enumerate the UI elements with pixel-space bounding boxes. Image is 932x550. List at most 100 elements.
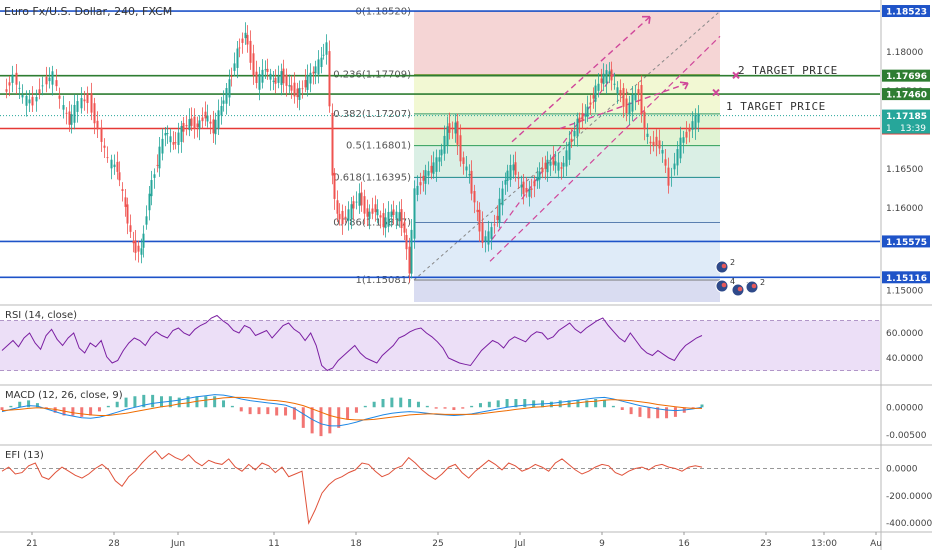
macd-histogram-bar xyxy=(284,407,288,416)
macd-histogram-bar xyxy=(629,407,633,415)
candle-body xyxy=(478,209,481,232)
candle-body xyxy=(400,209,403,229)
price-axis[interactable]: 1.180001.175001.165001.160001.155001.150… xyxy=(882,5,930,296)
candle-body xyxy=(560,167,563,169)
candle-body xyxy=(116,161,119,172)
candle-body xyxy=(600,78,603,83)
price-level-tag xyxy=(882,5,930,18)
candle-body xyxy=(514,162,517,175)
candle-body xyxy=(379,215,382,218)
current-price-tag xyxy=(882,109,930,134)
candle-body xyxy=(652,141,655,147)
candle-body xyxy=(68,111,71,125)
macd-histogram-bar xyxy=(558,400,562,408)
macd-histogram-bar xyxy=(71,407,75,416)
candle-body xyxy=(506,170,509,181)
candle-body xyxy=(341,210,344,225)
candle-body xyxy=(156,164,159,166)
arrowhead-icon xyxy=(679,81,689,90)
candle-body xyxy=(398,212,401,222)
macd-histogram-bar xyxy=(363,405,367,408)
candle-body xyxy=(525,187,528,193)
macd-histogram-bar xyxy=(97,407,101,412)
macd-histogram-bar xyxy=(195,396,199,408)
candle-body xyxy=(694,114,697,130)
macd-histogram-bar xyxy=(257,407,261,415)
fib-level-label: 0.786(1.15817) xyxy=(333,218,411,229)
macd-histogram-bar xyxy=(399,397,403,408)
candle-body xyxy=(384,217,387,229)
candle-body xyxy=(174,142,177,144)
macd-histogram-bar xyxy=(310,407,314,434)
candle-body xyxy=(317,59,320,75)
fib-zone xyxy=(414,280,720,302)
candle-body xyxy=(465,166,468,171)
candle-body xyxy=(427,170,430,176)
candle-body xyxy=(21,94,24,98)
candle-body xyxy=(177,132,180,145)
candle-body xyxy=(140,248,143,255)
event-badge-icon-dot xyxy=(751,283,757,289)
candle-body xyxy=(664,159,667,166)
candles xyxy=(5,22,700,283)
candle-body xyxy=(605,70,608,84)
indicator-tick-label: 0.0000 xyxy=(886,465,918,475)
fibonacci-retracement[interactable]: 0(1.18520)0.236(1.17709)0.382(1.17207)0.… xyxy=(333,6,721,302)
macd-histogram-bar xyxy=(213,396,217,408)
candle-body xyxy=(269,73,272,80)
candle-body xyxy=(676,149,679,166)
candle-body xyxy=(552,156,555,165)
candle-body xyxy=(493,224,496,226)
macd-histogram-bar xyxy=(27,400,31,408)
indicator-tick-label: -200.0000 xyxy=(886,492,932,502)
macd-histogram-bar xyxy=(151,394,155,408)
candle-body xyxy=(277,76,280,83)
candle-body xyxy=(244,32,247,39)
candle-body xyxy=(610,69,613,81)
price-level-tag xyxy=(882,271,930,284)
candle-body xyxy=(206,115,209,122)
macd-histogram-bar xyxy=(266,407,270,415)
candle-body xyxy=(150,180,153,197)
candle-body xyxy=(376,209,379,216)
macd-histogram-bar xyxy=(576,400,580,408)
candle-body xyxy=(233,63,236,71)
candle-body xyxy=(646,133,649,137)
candle-body xyxy=(557,162,560,171)
macd-histogram-bar xyxy=(124,397,128,408)
candle-body xyxy=(363,196,366,214)
candle-body xyxy=(169,136,172,143)
time-tick-label: Au xyxy=(870,539,882,549)
candle-body xyxy=(11,74,14,83)
candle-body xyxy=(613,83,616,85)
price-level-tag-text: 1.15575 xyxy=(886,238,927,248)
macd-histogram-bar xyxy=(9,405,13,408)
macd-histogram-bar xyxy=(408,399,412,408)
candle-body xyxy=(643,111,646,130)
candle-body xyxy=(528,189,531,197)
candle-body xyxy=(673,163,676,170)
candle-body xyxy=(264,69,267,71)
price-level-tag xyxy=(882,88,930,101)
candle-body xyxy=(73,104,76,123)
candle-body xyxy=(336,200,339,214)
fib-zone xyxy=(414,113,720,146)
time-axis[interactable]: 21 28 Jun 11 18 25 Jul 9 16 23 13:00 Au xyxy=(26,532,882,549)
candle-body xyxy=(76,101,79,112)
candle-body xyxy=(504,180,507,185)
macd-histogram-bar xyxy=(390,397,394,408)
candle-body xyxy=(430,165,433,173)
candle-body xyxy=(62,105,65,110)
macd-histogram-bar xyxy=(505,399,509,408)
horizontal-levels[interactable] xyxy=(0,10,880,279)
macd-histogram-bar xyxy=(177,397,181,408)
macd-histogram-bar xyxy=(275,407,279,416)
candle-body xyxy=(312,71,315,74)
candle-body xyxy=(134,240,137,253)
candle-body xyxy=(338,213,341,220)
candle-body xyxy=(198,120,201,130)
current-price-countdown: 13:39 xyxy=(900,124,926,134)
candle-body xyxy=(55,80,58,87)
candle-body xyxy=(619,90,622,96)
